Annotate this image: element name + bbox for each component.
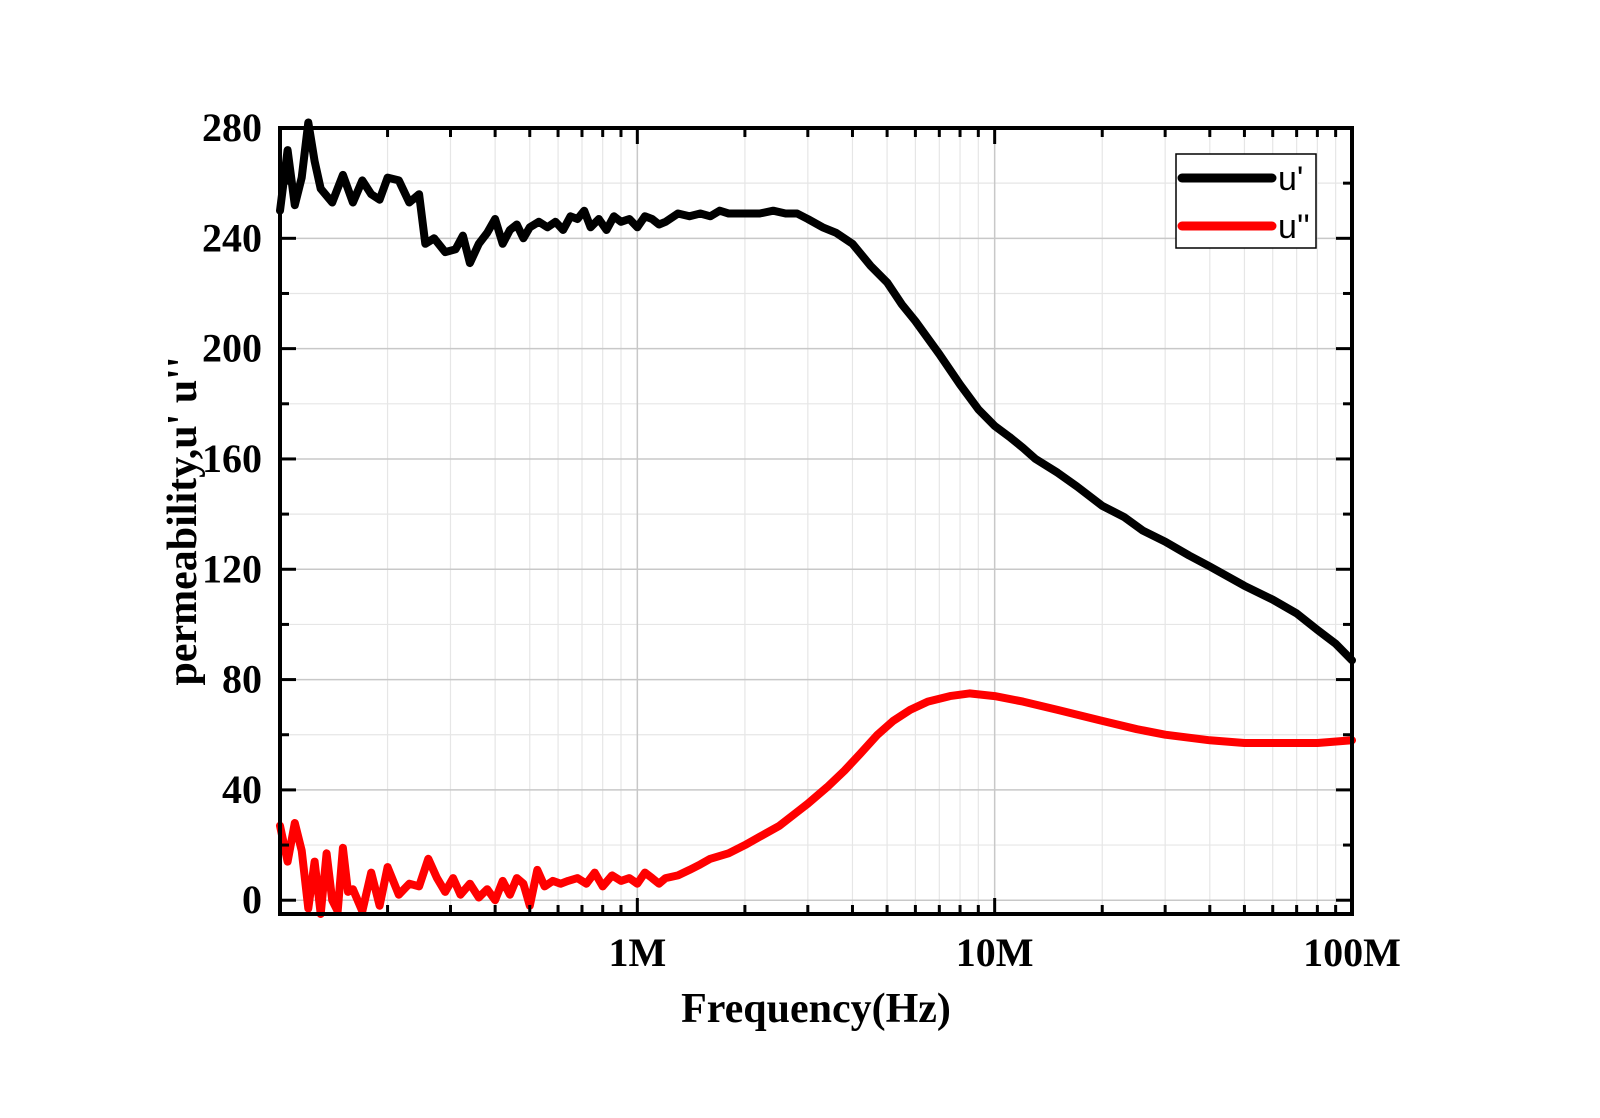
- legend: u' u'': [1175, 153, 1317, 249]
- y-axis-title: permeability,u' u'': [160, 356, 206, 685]
- y-tick-label: 120: [202, 546, 262, 591]
- x-tick-label: 100M: [1303, 930, 1401, 975]
- y-tick-label: 0: [242, 877, 262, 922]
- y-tick-label: 200: [202, 326, 262, 371]
- legend-box: [1175, 153, 1317, 249]
- x-tick-label: 10M: [956, 930, 1034, 975]
- series-line-u-double-prime: [276, 689, 1356, 918]
- legend-label-u-double-prime: u'': [1278, 208, 1310, 246]
- series-line-u-prime: [276, 118, 1356, 665]
- x-axis-title: Frequency(Hz): [681, 986, 951, 1032]
- legend-label-u-prime: u': [1278, 160, 1303, 198]
- y-tick-label: 280: [202, 105, 262, 150]
- y-tick-label: 40: [222, 767, 262, 812]
- y-tick-label: 240: [202, 215, 262, 260]
- minor-gridlines: [280, 128, 1352, 914]
- y-tick-label: 160: [202, 436, 262, 481]
- plot-frame: [278, 126, 1354, 916]
- axis-ticks: [280, 126, 1354, 914]
- x-tick-label: 1M: [608, 930, 666, 975]
- y-tick-label: 80: [222, 657, 262, 702]
- series-layer: [276, 118, 1356, 918]
- tick-labels: 1M 10M 100M 0 40 80 120 160 200 240 280: [202, 105, 1401, 975]
